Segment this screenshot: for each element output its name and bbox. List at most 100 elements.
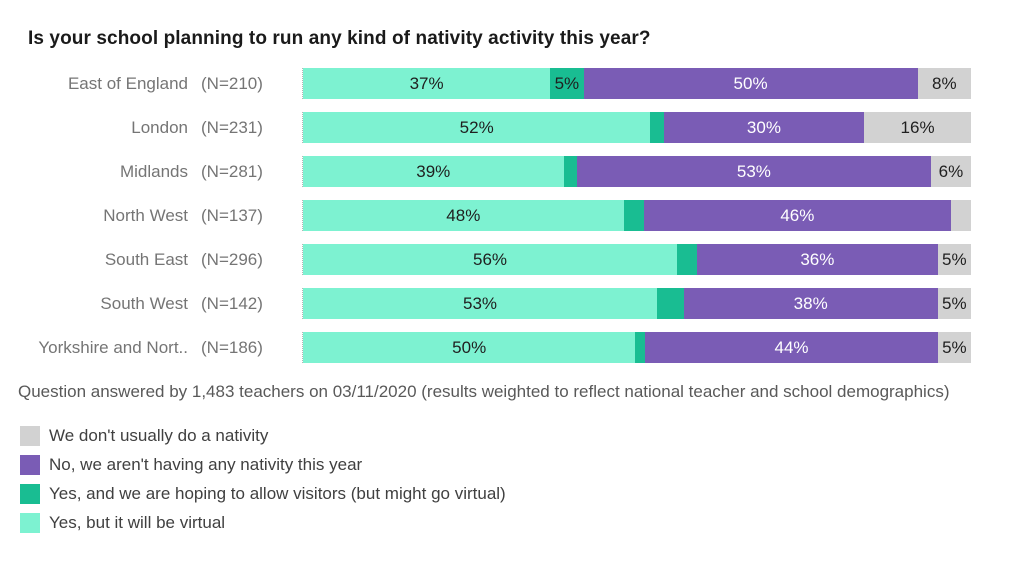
region-label: South East	[104, 249, 188, 269]
bar-segment-yes-visitors[interactable]	[563, 156, 577, 187]
legend-swatch-icon	[20, 426, 40, 447]
stacked-bar: 39% 53% 6%	[303, 156, 971, 187]
page-title: Is your school planning to run any kind …	[28, 28, 651, 49]
segment-value-label: 5%	[942, 337, 967, 357]
bar-segment-yes-visitors[interactable]	[635, 332, 646, 363]
bar-segment-yes-visitors[interactable]	[677, 244, 698, 275]
legend-item-yes-visitors[interactable]: Yes, and we are hoping to allow visitors…	[18, 480, 1024, 509]
bar-segment-dont-usually[interactable]: 5%	[937, 244, 972, 275]
region-label: London	[131, 117, 188, 137]
segment-value-label: 36%	[800, 249, 835, 269]
bar-segment-no-this-year[interactable]: 30%	[663, 112, 865, 143]
segment-value-label: 50%	[733, 73, 768, 93]
bar-segment-yes-visitors[interactable]	[623, 200, 644, 231]
bar-segment-no-this-year[interactable]: 38%	[683, 288, 938, 319]
segment-value-label: 38%	[793, 293, 828, 313]
sample-size-label: (N=186)	[201, 337, 263, 357]
footnote: Question answered by 1,483 teachers on 0…	[18, 382, 950, 401]
bar-segment-no-this-year[interactable]: 44%	[645, 332, 938, 363]
segment-value-label: 53%	[736, 161, 771, 181]
region-label: East of England	[67, 73, 188, 93]
segment-value-label: 30%	[746, 117, 781, 137]
legend-item-label: No, we aren't having any nativity this y…	[49, 455, 363, 475]
segment-value-label: 48%	[446, 205, 481, 225]
segment-value-label: 16%	[900, 117, 935, 137]
sample-size-label: (N=281)	[201, 161, 263, 181]
segment-value-label: 5%	[554, 73, 580, 93]
axis-baseline: 39% 53% 6%	[302, 156, 971, 187]
axis-baseline: 52% 30% 16%	[302, 112, 971, 143]
bar-segment-yes-visitors[interactable]	[657, 288, 684, 319]
legend-item-label: We don't usually do a nativity	[49, 426, 269, 446]
bar-segment-yes-visitors[interactable]: 5%	[550, 68, 584, 99]
segment-value-label: 37%	[409, 73, 444, 93]
sample-size-label: (N=137)	[201, 205, 263, 225]
legend-item-yes-virtual[interactable]: Yes, but it will be virtual	[18, 509, 1024, 538]
legend-item-no-this-year[interactable]: No, we aren't having any nativity this y…	[18, 451, 1024, 480]
sample-size-label: (N=210)	[201, 73, 263, 93]
chart-row: South West (N=142) 53% 38% 5%	[18, 288, 1024, 319]
chart-row: Midlands (N=281) 39% 53% 6%	[18, 156, 1024, 187]
segment-value-label: 50%	[452, 337, 487, 357]
segment-value-label: 6%	[938, 161, 964, 181]
segment-value-label: 8%	[931, 73, 957, 93]
legend-item-label: Yes, but it will be virtual	[49, 513, 226, 533]
chart-row: Yorkshire and Nort.. (N=186) 50% 44% 5%	[18, 332, 1024, 363]
legend-item-label: Yes, and we are hoping to allow visitors…	[49, 484, 506, 504]
legend-swatch-icon	[20, 455, 40, 476]
axis-baseline: 53% 38% 5%	[302, 288, 972, 319]
segment-value-label: 39%	[416, 161, 451, 181]
bar-segment-yes-virtual[interactable]: 53%	[303, 288, 658, 319]
axis-baseline: 50% 44% 5%	[302, 332, 971, 363]
region-label: South West	[100, 293, 188, 313]
legend-item-dont-usually[interactable]: We don't usually do a nativity	[18, 422, 1024, 451]
segment-value-label: 5%	[942, 249, 967, 269]
bar-segment-dont-usually[interactable]	[950, 200, 972, 231]
bar-segment-yes-virtual[interactable]: 50%	[303, 332, 636, 363]
region-label: North West	[103, 205, 188, 225]
stacked-bar: 48% 46%	[303, 200, 972, 231]
chart-row: East of England (N=210) 37% 5% 50% 8%	[18, 68, 1024, 99]
bar-segment-dont-usually[interactable]: 16%	[864, 112, 971, 143]
region-label: Yorkshire and Nort..	[38, 337, 188, 357]
legend-swatch-icon	[20, 484, 40, 505]
chart-rows: East of England (N=210) 37% 5% 50% 8% London (N…	[18, 68, 1024, 363]
segment-value-label: 46%	[780, 205, 815, 225]
axis-baseline: 56% 36% 5%	[302, 244, 972, 275]
axis-baseline: 37% 5% 50% 8%	[302, 68, 971, 99]
bar-segment-yes-virtual[interactable]: 52%	[303, 112, 651, 143]
region-label: Midlands	[119, 161, 188, 181]
segment-value-label: 53%	[463, 293, 498, 313]
legend-swatch-icon	[20, 513, 40, 534]
sample-size-label: (N=231)	[201, 117, 263, 137]
chart-row: South East (N=296) 56% 36% 5%	[18, 244, 1024, 275]
stacked-bar: 52% 30% 16%	[303, 112, 971, 143]
bar-segment-yes-visitors[interactable]	[650, 112, 664, 143]
bar-segment-dont-usually[interactable]: 5%	[937, 332, 971, 363]
bar-segment-dont-usually[interactable]: 8%	[917, 68, 971, 99]
legend: We don't usually do a nativity No, we are…	[18, 422, 1024, 538]
bar-segment-dont-usually[interactable]: 5%	[937, 288, 972, 319]
segment-value-label: 52%	[459, 117, 494, 137]
chart-area: East of England (N=210) 37% 5% 50% 8% London (N…	[18, 68, 1024, 363]
chart-row: North West (N=137) 48% 46%	[18, 200, 1024, 231]
axis-baseline: 48% 46%	[302, 200, 972, 231]
chart-row: London (N=231) 52% 30% 16%	[18, 112, 1024, 143]
segment-value-label: 5%	[942, 293, 967, 313]
bar-segment-no-this-year[interactable]: 36%	[697, 244, 938, 275]
segment-value-label: 44%	[774, 337, 809, 357]
stacked-bar: 53% 38% 5%	[303, 288, 972, 319]
bar-segment-no-this-year[interactable]: 46%	[643, 200, 951, 231]
segment-value-label: 56%	[473, 249, 508, 269]
bar-segment-yes-virtual[interactable]: 37%	[303, 68, 551, 99]
bar-segment-dont-usually[interactable]: 6%	[930, 156, 971, 187]
bar-segment-no-this-year[interactable]: 53%	[576, 156, 931, 187]
stacked-bar: 50% 44% 5%	[303, 332, 971, 363]
bar-segment-yes-virtual[interactable]: 39%	[303, 156, 564, 187]
bar-segment-yes-virtual[interactable]: 56%	[303, 244, 678, 275]
sample-size-label: (N=142)	[201, 293, 263, 313]
bar-segment-no-this-year[interactable]: 50%	[583, 68, 918, 99]
sample-size-label: (N=296)	[201, 249, 263, 269]
bar-segment-yes-virtual[interactable]: 48%	[303, 200, 624, 231]
